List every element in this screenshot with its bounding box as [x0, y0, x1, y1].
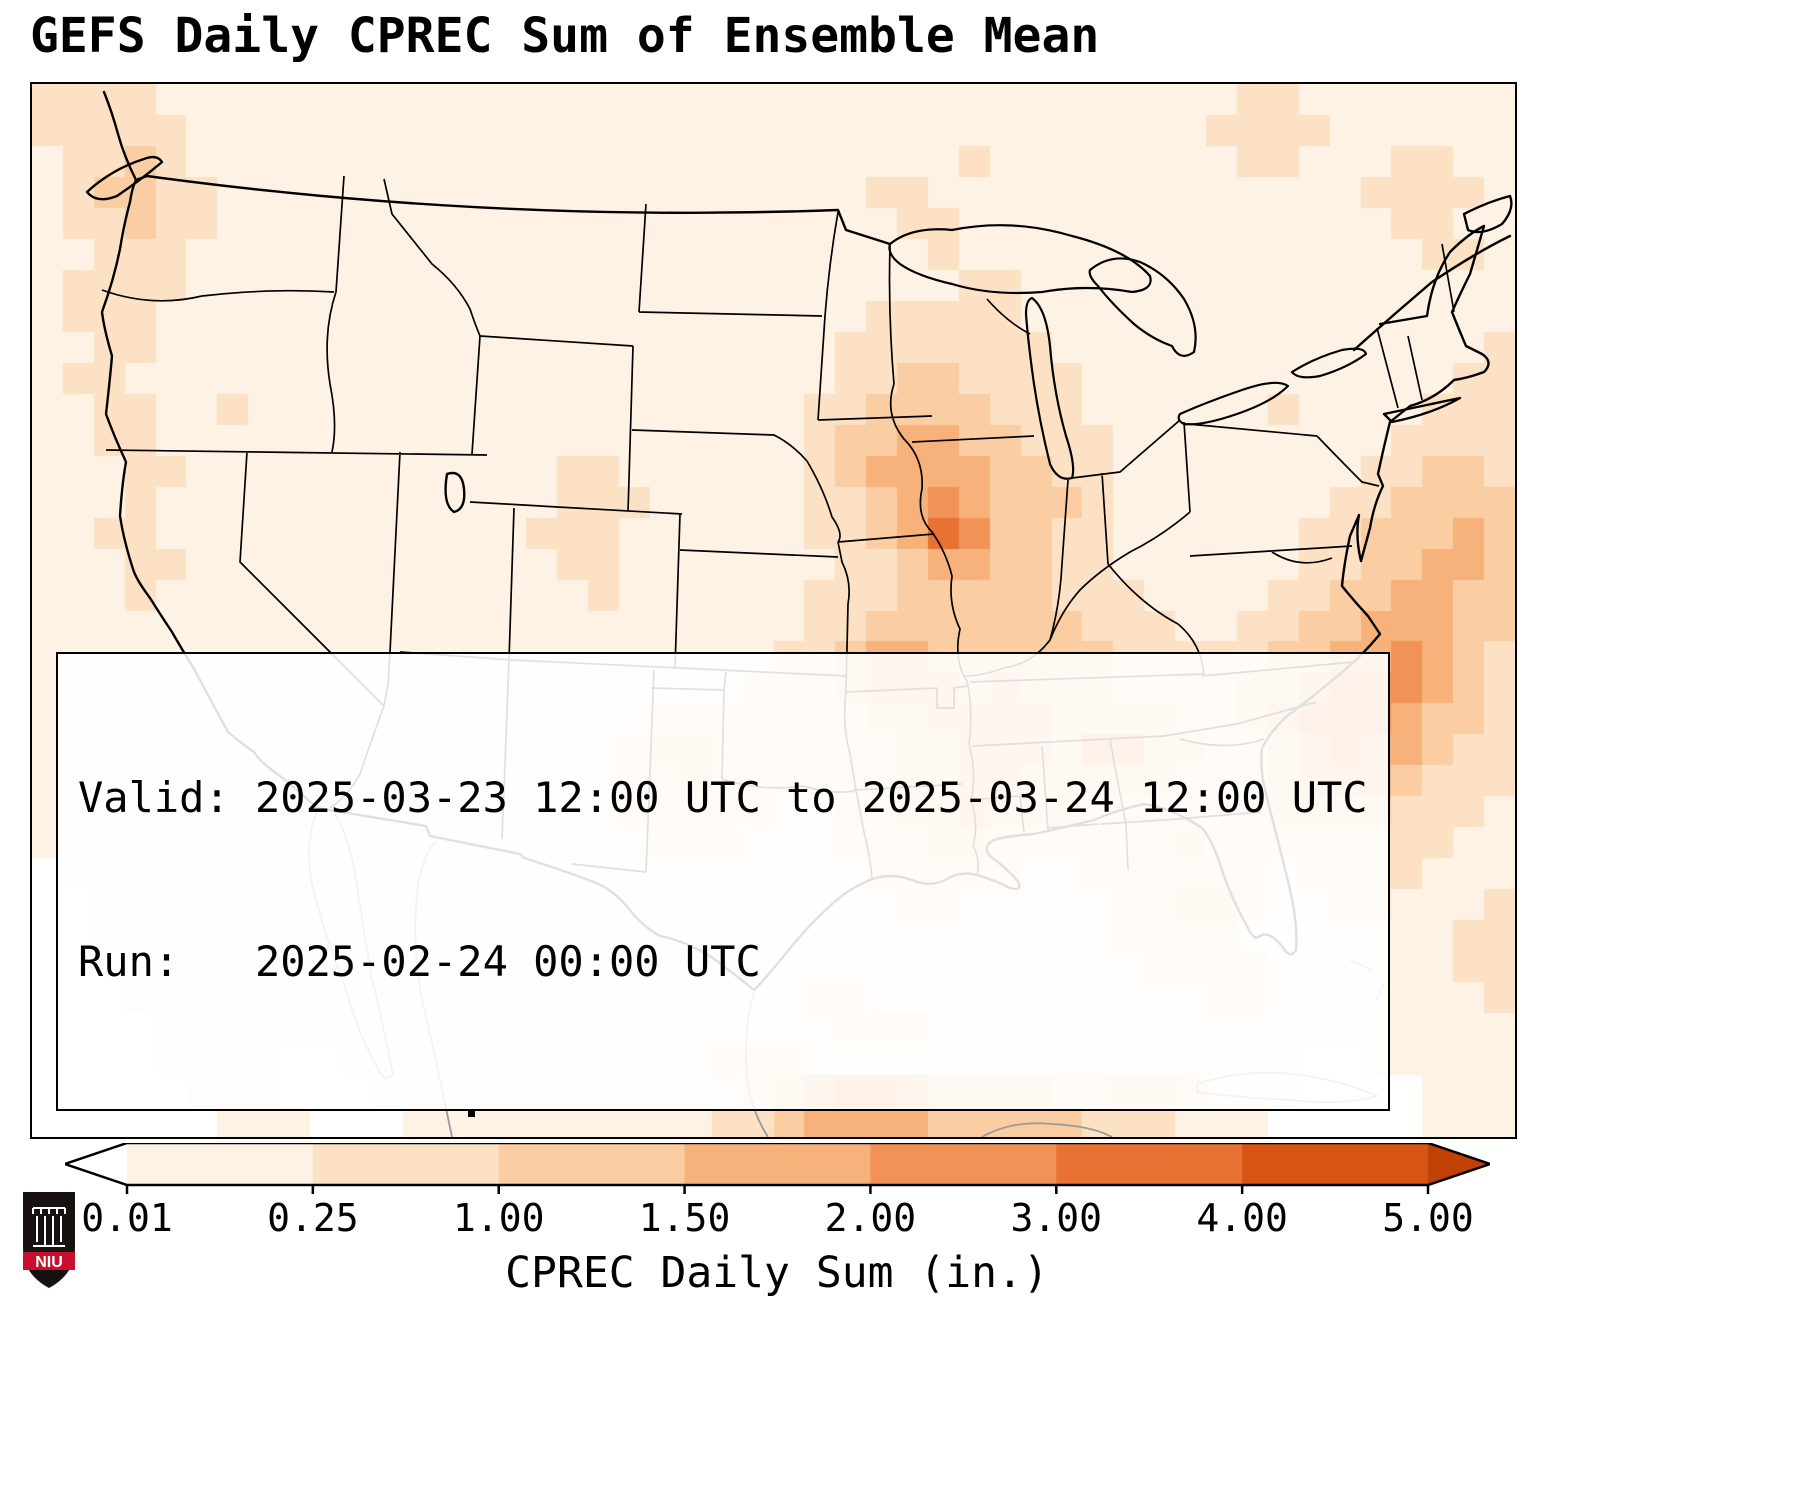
colorbar-tick-label: 0.25	[267, 1196, 359, 1240]
figure-title: GEFS Daily CPREC Sum of Ensemble Mean	[30, 8, 1100, 64]
colorbar-tick-label: 3.00	[1010, 1196, 1103, 1240]
colorbar-tick-label: 5.00	[1382, 1196, 1474, 1240]
niu-logo-text: NIU	[35, 1254, 63, 1271]
niu-red-band	[23, 1252, 75, 1270]
small-island-dot	[468, 1110, 475, 1117]
colorbar	[61, 1141, 1494, 1197]
colorbar-segment	[1056, 1143, 1244, 1185]
castle-icon	[32, 1207, 66, 1247]
colorbar-segment	[498, 1143, 686, 1185]
colorbar-over-arrow	[1428, 1143, 1490, 1185]
colorbar-tick-label: 2.00	[824, 1196, 917, 1240]
colorbar-segment	[870, 1143, 1058, 1185]
colorbar-segment	[312, 1143, 500, 1185]
great-lakes	[888, 224, 1368, 480]
colorbar-tick-label: 0.01	[81, 1196, 173, 1240]
niu-logo: NIU	[20, 1190, 78, 1294]
colorbar-segment	[684, 1143, 872, 1185]
colorbar-tick-label: 1.00	[452, 1196, 545, 1240]
valid-run-info-box: Valid: 2025-03-23 12:00 UTC to 2025-03-2…	[56, 652, 1390, 1111]
colorbar-segment	[127, 1143, 314, 1185]
colorbar-label: CPREC Daily Sum (in.)	[505, 1248, 1049, 1298]
colorbar-svg	[61, 1141, 1494, 1194]
colorbar-segment	[1242, 1143, 1429, 1185]
niu-shield	[23, 1192, 75, 1288]
map-panel: Valid: 2025-03-23 12:00 UTC to 2025-03-2…	[30, 82, 1517, 1139]
colorbar-tick-label: 1.50	[638, 1196, 731, 1240]
valid-time-line: Valid: 2025-03-23 12:00 UTC to 2025-03-2…	[78, 773, 1368, 823]
colorbar-tick-label: 4.00	[1196, 1196, 1288, 1240]
run-time-line: Run: 2025-02-24 00:00 UTC	[78, 937, 761, 987]
colorbar-under-arrow	[65, 1143, 127, 1185]
